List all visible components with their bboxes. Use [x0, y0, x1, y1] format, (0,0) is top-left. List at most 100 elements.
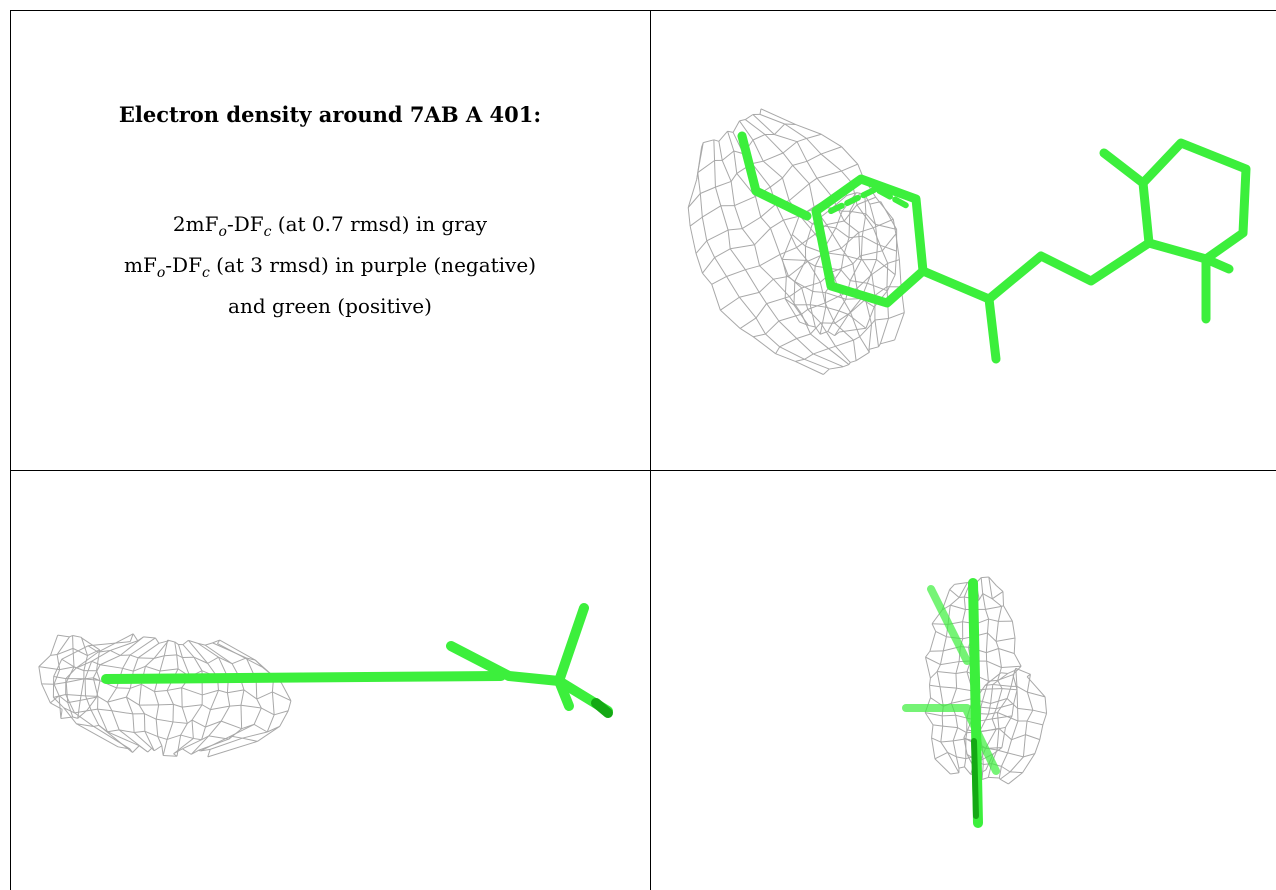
- mesh-segment: [1032, 709, 1047, 714]
- mesh-segment: [874, 286, 888, 296]
- mesh-segment: [954, 582, 968, 585]
- mesh-segment: [759, 113, 785, 125]
- mesh-segment: [792, 165, 810, 185]
- mesh-segment: [728, 228, 743, 231]
- mesh-segment: [898, 259, 902, 287]
- mesh-segment: [816, 177, 833, 197]
- mesh-segment: [1001, 727, 1007, 748]
- mesh-segment: [862, 235, 878, 245]
- mesh-segment: [182, 739, 202, 750]
- mesh-segment: [958, 582, 968, 598]
- mesh-segment: [138, 684, 142, 706]
- mesh-segment: [850, 312, 861, 337]
- mesh-segment: [925, 650, 931, 658]
- mesh-segment: [745, 119, 766, 135]
- mesh-segment: [63, 707, 77, 725]
- mesh-segment: [730, 173, 738, 182]
- mesh-segment: [995, 637, 1016, 642]
- mesh-segment: [998, 648, 1002, 668]
- mesh-segment: [931, 623, 937, 632]
- mesh-segment: [939, 686, 944, 707]
- mesh-segment: [1001, 605, 1004, 607]
- mesh-segment: [871, 319, 876, 325]
- mesh-segment: [782, 258, 806, 261]
- mesh-segment: [1013, 653, 1022, 667]
- mesh-segment: [827, 330, 835, 337]
- mesh-segment: [107, 701, 113, 712]
- mesh-segment: [805, 259, 816, 267]
- mesh-segment: [931, 737, 936, 759]
- mesh-segment: [820, 146, 842, 155]
- mesh-segment: [760, 216, 771, 229]
- mesh-segment: [930, 671, 938, 679]
- mesh-segment: [997, 680, 1003, 689]
- mesh-segment: [936, 671, 941, 687]
- mesh-segment: [77, 700, 81, 719]
- mesh-segment: [1022, 753, 1036, 773]
- mesh-segment: [207, 749, 211, 758]
- mesh-segment: [984, 672, 1002, 686]
- mesh-segment: [752, 114, 775, 135]
- ligand-shadow: [591, 698, 613, 718]
- mesh-segment: [784, 298, 795, 306]
- mesh-segment: [755, 303, 768, 319]
- mesh-segment: [781, 234, 793, 260]
- mesh-segment: [80, 637, 88, 656]
- mesh-segment: [1026, 709, 1034, 722]
- mesh-segment: [848, 235, 863, 239]
- mesh-segment: [143, 636, 156, 639]
- mesh-segment: [84, 661, 93, 679]
- mesh-segment: [200, 735, 232, 752]
- mesh-segment: [772, 278, 790, 297]
- mesh-segment: [81, 637, 100, 651]
- mesh-segment: [715, 180, 732, 188]
- mesh-segment: [859, 255, 873, 275]
- mesh-segment: [154, 689, 168, 693]
- mesh-segment: [804, 223, 813, 247]
- mesh-segment: [257, 725, 281, 742]
- caption-cell: Electron density around 7AB A 401: 2mFo-…: [10, 10, 650, 470]
- mesh-segment: [745, 265, 760, 271]
- mesh-segment: [813, 348, 829, 355]
- mesh-segment: [1011, 703, 1015, 716]
- mesh-segment: [1026, 674, 1031, 693]
- mesh-segment: [852, 255, 861, 265]
- mesh-segment: [996, 728, 1000, 751]
- ligand-model-faded: [902, 585, 1000, 775]
- mesh-segment: [174, 641, 179, 645]
- mesh-segment: [1000, 672, 1008, 674]
- mesh-segment: [734, 195, 756, 207]
- mesh-segment: [193, 656, 208, 664]
- mesh-segment: [986, 661, 989, 682]
- mesh-segment: [86, 696, 98, 711]
- mesh-segment: [176, 654, 179, 669]
- mesh-segment: [955, 661, 960, 674]
- mesh-segment: [765, 320, 780, 335]
- mesh-segment: [789, 287, 803, 297]
- mesh-segment: [697, 142, 704, 173]
- mesh-segment: [125, 688, 131, 698]
- mesh-segment: [963, 596, 966, 610]
- mesh-segment: [874, 224, 878, 245]
- mesh-segment: [828, 345, 836, 350]
- mesh-segment: [985, 684, 993, 686]
- mesh-segment: [229, 704, 242, 707]
- mesh-segment: [1001, 765, 1011, 773]
- mesh-segment: [825, 306, 839, 312]
- mesh-segment: [764, 134, 784, 154]
- mesh-segment: [130, 683, 142, 689]
- mesh-segment: [72, 635, 82, 638]
- mesh-segment: [745, 114, 754, 120]
- mesh-segment: [91, 660, 101, 666]
- mesh-segment: [840, 255, 845, 271]
- mesh-segment: [796, 338, 814, 355]
- mesh-segment: [988, 711, 998, 715]
- mesh-segment: [821, 133, 842, 148]
- mesh-segment: [1024, 721, 1028, 735]
- mesh-segment: [119, 729, 135, 734]
- mesh-segment: [53, 659, 63, 677]
- mesh-segment: [839, 327, 866, 333]
- mesh-segment: [156, 718, 174, 723]
- mesh-segment: [730, 181, 736, 206]
- mesh-segment: [53, 681, 67, 685]
